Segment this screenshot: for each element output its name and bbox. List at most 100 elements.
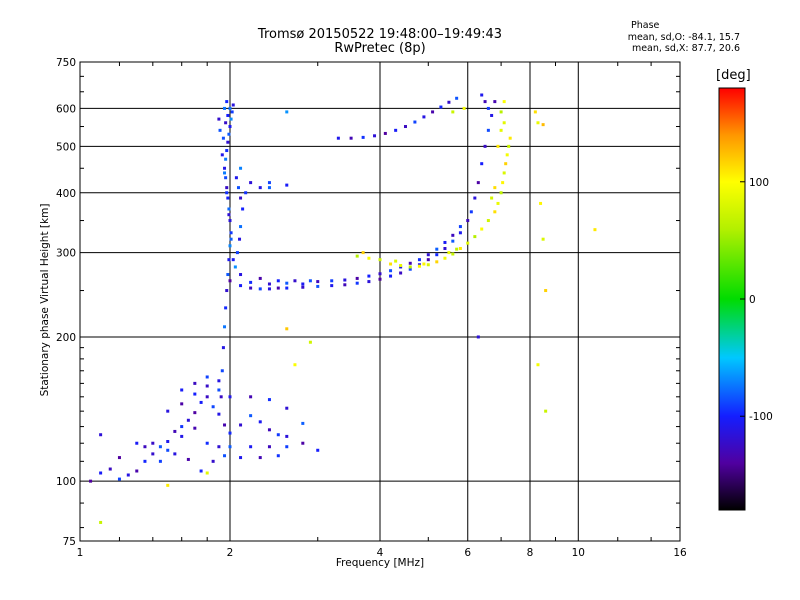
- data-point: [544, 409, 548, 413]
- data-point: [228, 219, 232, 223]
- data-point: [316, 284, 320, 288]
- data-point: [541, 123, 545, 127]
- data-point: [355, 276, 359, 280]
- data-point: [228, 431, 232, 435]
- data-point: [238, 237, 242, 241]
- data-point: [235, 251, 239, 255]
- data-point: [231, 258, 235, 262]
- y-tick-label: 300: [56, 248, 76, 260]
- data-point: [241, 207, 245, 211]
- data-point: [108, 467, 112, 471]
- y-tick-label: 100: [56, 476, 76, 488]
- data-point: [223, 454, 227, 458]
- data-point: [373, 134, 377, 138]
- data-point: [225, 289, 229, 293]
- data-point: [399, 263, 403, 267]
- x-tick-label: 8: [527, 547, 534, 559]
- data-point: [267, 186, 271, 190]
- data-point: [349, 136, 353, 140]
- data-point: [227, 132, 231, 136]
- chart-subtitle: RwPretec (8p): [334, 41, 426, 56]
- data-point: [502, 121, 506, 125]
- chart-title: Tromsø 20150522 19:48:00–19:49:43: [257, 27, 503, 42]
- data-point: [166, 483, 170, 487]
- data-point: [593, 228, 597, 232]
- x-tick-label: 2: [227, 547, 234, 559]
- data-point: [285, 327, 289, 331]
- data-point: [225, 100, 229, 104]
- data-point: [493, 186, 497, 190]
- data-point: [443, 246, 447, 250]
- data-point: [173, 452, 177, 456]
- y-tick-label: 500: [56, 141, 76, 153]
- data-point: [217, 412, 221, 416]
- data-point: [361, 135, 365, 139]
- data-point: [343, 278, 347, 282]
- data-point: [403, 125, 407, 129]
- data-point: [285, 183, 289, 187]
- data-point: [229, 117, 233, 121]
- data-point: [316, 280, 320, 284]
- data-point: [193, 426, 197, 430]
- data-point: [408, 267, 412, 271]
- data-point: [223, 106, 227, 110]
- data-point: [308, 340, 312, 344]
- x-tick-label: 16: [673, 547, 687, 559]
- data-point: [221, 346, 225, 350]
- data-point: [458, 231, 462, 235]
- colorbar-tick-label: 0: [749, 294, 756, 306]
- data-point: [227, 213, 231, 217]
- data-point: [258, 456, 262, 460]
- data-point: [426, 258, 430, 262]
- data-point: [443, 256, 447, 260]
- data-point: [367, 274, 371, 278]
- data-point: [502, 100, 506, 104]
- data-point: [225, 191, 229, 195]
- data-point: [199, 400, 203, 404]
- data-point: [451, 239, 455, 243]
- data-point: [267, 398, 271, 402]
- data-point: [285, 434, 289, 438]
- data-point: [285, 281, 289, 285]
- data-point: [308, 279, 312, 283]
- data-point: [490, 113, 494, 117]
- data-point: [229, 231, 233, 235]
- data-point: [469, 210, 473, 214]
- data-point: [258, 420, 262, 424]
- data-point: [223, 166, 227, 170]
- data-point: [229, 237, 233, 241]
- data-point: [224, 176, 228, 180]
- data-point: [236, 186, 240, 190]
- data-point: [422, 262, 426, 266]
- data-point: [258, 186, 262, 190]
- y-tick-label: 400: [56, 188, 76, 200]
- data-point: [193, 392, 197, 396]
- data-point: [493, 210, 497, 214]
- data-point: [486, 219, 490, 223]
- data-point: [89, 479, 93, 483]
- data-point: [258, 276, 262, 280]
- colorbar: 100 0 -100: [718, 87, 773, 511]
- data-point: [117, 477, 121, 481]
- data-point: [501, 181, 505, 185]
- data-point: [244, 191, 248, 195]
- data-point: [301, 441, 305, 445]
- data-point: [135, 469, 139, 473]
- phase-o-stats: mean, sd,O: -84.1, 15.7: [627, 32, 740, 43]
- data-point: [99, 471, 103, 475]
- data-point: [211, 459, 215, 463]
- data-point: [205, 384, 209, 388]
- data-point: [225, 186, 229, 190]
- data-point: [99, 433, 103, 437]
- data-point: [473, 196, 477, 200]
- data-point: [499, 191, 503, 195]
- data-point: [466, 241, 470, 245]
- data-point: [408, 261, 412, 265]
- data-point: [496, 201, 500, 205]
- phase-title: Phase: [631, 20, 660, 31]
- data-point: [490, 196, 494, 200]
- data-point: [217, 388, 221, 392]
- data-point: [389, 262, 393, 266]
- data-point: [205, 471, 209, 475]
- data-point: [180, 388, 184, 392]
